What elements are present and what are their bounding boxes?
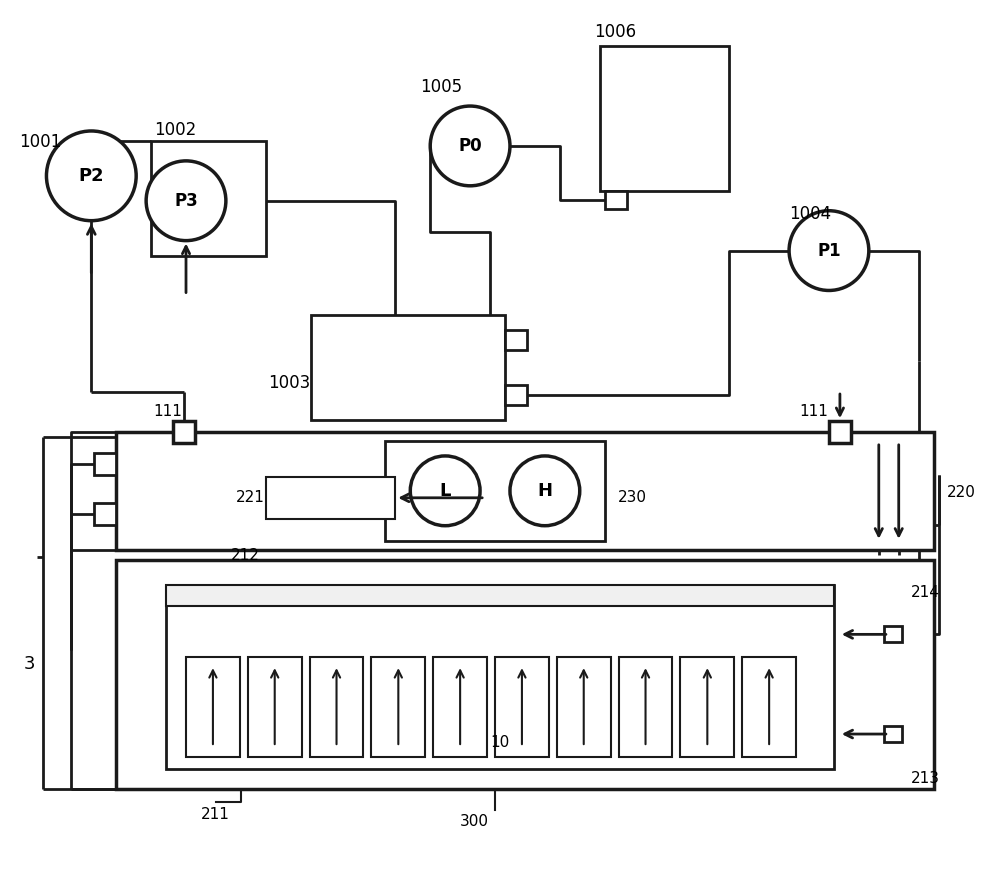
Text: 1005: 1005 [420, 78, 462, 96]
Text: 221: 221 [236, 490, 265, 505]
Text: 1002: 1002 [154, 121, 196, 139]
Circle shape [146, 161, 226, 240]
Bar [505, 330, 527, 350]
Text: 1004: 1004 [789, 205, 831, 223]
Bar [310, 658, 363, 757]
Circle shape [510, 456, 580, 526]
Bar [116, 432, 934, 550]
Text: P0: P0 [458, 137, 482, 155]
Bar [884, 626, 902, 642]
Bar [166, 584, 834, 769]
Text: P1: P1 [817, 241, 841, 260]
Bar [884, 726, 902, 742]
Text: 1003: 1003 [268, 375, 310, 392]
Circle shape [430, 106, 510, 186]
Text: 300: 300 [460, 814, 489, 829]
Bar [266, 476, 395, 519]
Bar [605, 191, 627, 209]
Text: 214: 214 [911, 585, 940, 600]
Bar [94, 453, 116, 475]
Text: H: H [537, 482, 552, 500]
Bar [557, 658, 611, 757]
Bar [311, 315, 505, 420]
Bar [151, 141, 266, 255]
Text: 212: 212 [231, 548, 260, 564]
Bar [248, 658, 302, 757]
Text: P2: P2 [78, 167, 104, 185]
Bar [166, 584, 834, 606]
Text: 111: 111 [153, 403, 182, 419]
Text: 111: 111 [799, 403, 828, 419]
Text: 1006: 1006 [594, 24, 636, 41]
Bar [829, 421, 851, 443]
Bar [619, 658, 672, 757]
Bar [186, 658, 240, 757]
Text: L: L [439, 482, 451, 500]
Text: P3: P3 [174, 192, 198, 210]
Bar [495, 658, 549, 757]
Text: 220: 220 [947, 485, 975, 500]
Bar [173, 421, 195, 443]
Circle shape [46, 131, 136, 220]
Text: 213: 213 [911, 772, 940, 787]
Circle shape [410, 456, 480, 526]
Bar [505, 385, 527, 405]
Bar [433, 658, 487, 757]
Bar [742, 658, 796, 757]
Bar [385, 441, 605, 541]
Bar [116, 559, 934, 789]
Bar [680, 658, 734, 757]
Bar [371, 658, 425, 757]
Bar [600, 46, 729, 191]
Text: 211: 211 [201, 807, 230, 822]
Bar [94, 503, 116, 524]
Text: 1001: 1001 [20, 133, 62, 151]
Text: 230: 230 [618, 490, 647, 505]
Text: 3: 3 [24, 655, 35, 673]
Circle shape [789, 211, 869, 290]
Text: 10: 10 [490, 734, 509, 750]
